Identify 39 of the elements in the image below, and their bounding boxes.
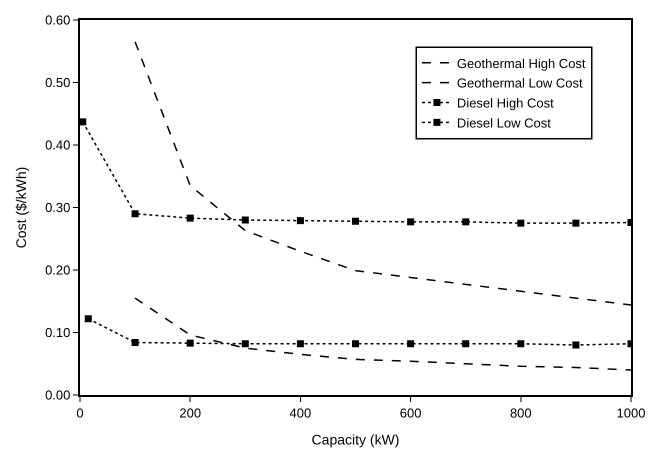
y-tick-label: 0.10 xyxy=(45,325,70,340)
point xyxy=(80,118,86,126)
point xyxy=(84,315,92,322)
legend-label: Geothermal High Cost xyxy=(456,56,586,71)
point xyxy=(132,339,139,346)
point xyxy=(407,218,414,226)
x-axis-title: Capacity (kW) xyxy=(312,431,400,448)
x-tick-label: 0 xyxy=(76,406,84,421)
x-tick-label: 1000 xyxy=(616,406,646,421)
y-tick-label: 0.00 xyxy=(45,388,70,403)
point xyxy=(572,220,580,227)
y-tick-label: 0.30 xyxy=(45,200,70,216)
point xyxy=(296,217,304,224)
legend-label: Diesel Low Cost xyxy=(456,115,552,130)
y-tick-label: 0.40 xyxy=(45,138,70,153)
x-tick-label: 600 xyxy=(400,406,422,421)
y-tick-label: 0.60 xyxy=(45,12,70,28)
point xyxy=(572,342,580,348)
point xyxy=(462,340,470,348)
point xyxy=(462,218,470,226)
point xyxy=(242,216,249,224)
point xyxy=(352,340,359,348)
y-tick-label: 0.20 xyxy=(45,262,70,278)
point xyxy=(407,340,414,348)
x-tick-label: 400 xyxy=(290,406,312,421)
point xyxy=(132,210,139,218)
point xyxy=(517,340,524,348)
point xyxy=(242,340,249,348)
point xyxy=(186,340,194,347)
y-axis-title: Cost ($/kWh) xyxy=(13,166,30,248)
legend-label: Diesel High Cost xyxy=(456,96,554,111)
point xyxy=(296,340,304,348)
x-tick-label: 800 xyxy=(510,406,532,421)
point xyxy=(186,214,194,222)
point xyxy=(517,220,524,227)
point xyxy=(352,218,359,225)
legend-label: Geothermal Low Cost xyxy=(456,76,584,91)
x-tick-label: 200 xyxy=(179,406,202,421)
y-tick-label: 0.50 xyxy=(45,75,70,90)
